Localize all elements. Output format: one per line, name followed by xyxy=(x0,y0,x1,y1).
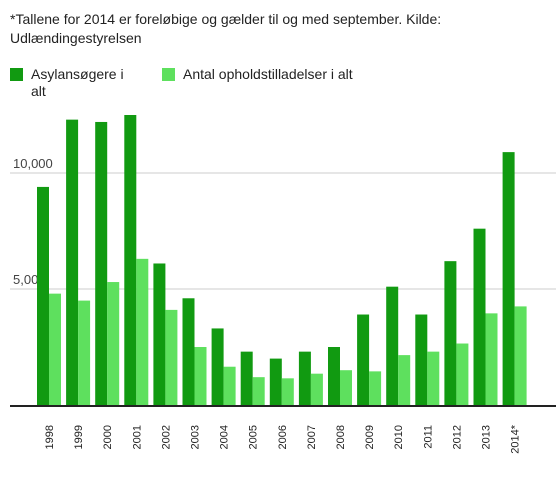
bar-asylansogere-2001 xyxy=(124,115,137,405)
bar-opholdstilladelser-2008 xyxy=(340,370,352,405)
x-tick-label: 2013 xyxy=(481,425,493,449)
bar-asylansogere-2004 xyxy=(211,328,224,405)
bar-asylansogere-2013 xyxy=(473,228,486,405)
bar-opholdstilladelser-2009 xyxy=(369,371,382,405)
legend-item-opholdstilladelser: Antal opholdstilladelser i alt xyxy=(162,66,362,83)
bar-opholdstilladelser-2007 xyxy=(310,373,323,405)
x-tick-label: 2005 xyxy=(248,425,260,449)
bar-asylansogere-2005 xyxy=(240,351,253,405)
bar-opholdstilladelser-2004 xyxy=(223,366,236,405)
x-tick-label: 2002 xyxy=(160,425,172,449)
bar-asylansogere-2009 xyxy=(357,314,370,405)
bar-opholdstilladelser-2005 xyxy=(252,377,265,405)
bar-opholdstilladelser-2010 xyxy=(398,355,411,405)
bar-opholdstilladelser-2001 xyxy=(136,258,149,405)
bar-asylansogere-2014 xyxy=(502,152,515,405)
bar-opholdstilladelser-2011 xyxy=(427,351,440,405)
bar-asylansogere-2010 xyxy=(386,286,399,405)
x-tick-label: 1998 xyxy=(44,425,56,449)
legend-item-asylansogere: Asylansøgere i alt xyxy=(10,66,140,100)
bar-asylansogere-2011 xyxy=(415,314,428,405)
bar-opholdstilladelser-2013 xyxy=(485,313,498,405)
legend-swatch-asylansogere xyxy=(10,68,23,81)
bar-opholdstilladelser-2014 xyxy=(514,306,527,405)
bar-asylansogere-2006 xyxy=(269,358,282,405)
bar-asylansogere-2012 xyxy=(444,261,457,405)
bar-opholdstilladelser-1998 xyxy=(49,293,61,405)
x-tick-label: 2004 xyxy=(219,425,231,449)
bar-asylansogere-2002 xyxy=(153,263,166,405)
bar-opholdstilladelser-1999 xyxy=(78,300,91,405)
x-tick-label: 2006 xyxy=(277,425,289,449)
x-tick-label: 1999 xyxy=(73,425,85,449)
legend: Asylansøgere i alt Antal opholdstilladel… xyxy=(0,66,556,106)
chart-note: *Tallene for 2014 er foreløbige og gælde… xyxy=(10,11,442,46)
legend-label-opholdstilladelser: Antal opholdstilladelser i alt xyxy=(183,66,353,82)
bar-opholdstilladelser-2006 xyxy=(281,378,294,405)
bar-asylansogere-2000 xyxy=(95,121,108,406)
bar-asylansogere-1999 xyxy=(66,119,79,405)
bar-opholdstilladelser-2000 xyxy=(107,282,120,405)
x-tick-label: 2011 xyxy=(422,425,434,449)
bar-asylansogere-2007 xyxy=(298,351,311,405)
bar-opholdstilladelser-2003 xyxy=(194,347,207,405)
bar-asylansogere-2003 xyxy=(182,298,195,405)
x-tick-label: 2009 xyxy=(364,425,376,449)
x-tick-label: 2012 xyxy=(451,425,463,449)
x-tick-label: 2008 xyxy=(335,425,347,449)
legend-swatch-opholdstilladelser xyxy=(162,68,175,81)
bar-asylansogere-2008 xyxy=(328,347,340,405)
bar-opholdstilladelser-2002 xyxy=(165,309,178,405)
bar-asylansogere-1998 xyxy=(37,186,49,405)
x-tick-label: 2003 xyxy=(190,425,202,449)
y-tick-label: 10,000 xyxy=(13,156,53,171)
x-tick-label: 2001 xyxy=(131,425,143,449)
x-tick-label: 2000 xyxy=(102,425,114,449)
bar-opholdstilladelser-2012 xyxy=(456,343,469,405)
x-tick-label: 2007 xyxy=(306,425,318,449)
x-tick-label: 2014* xyxy=(510,424,522,453)
legend-label-asylansogere: Asylansøgere i alt xyxy=(31,66,124,99)
x-tick-label: 2010 xyxy=(393,425,405,449)
